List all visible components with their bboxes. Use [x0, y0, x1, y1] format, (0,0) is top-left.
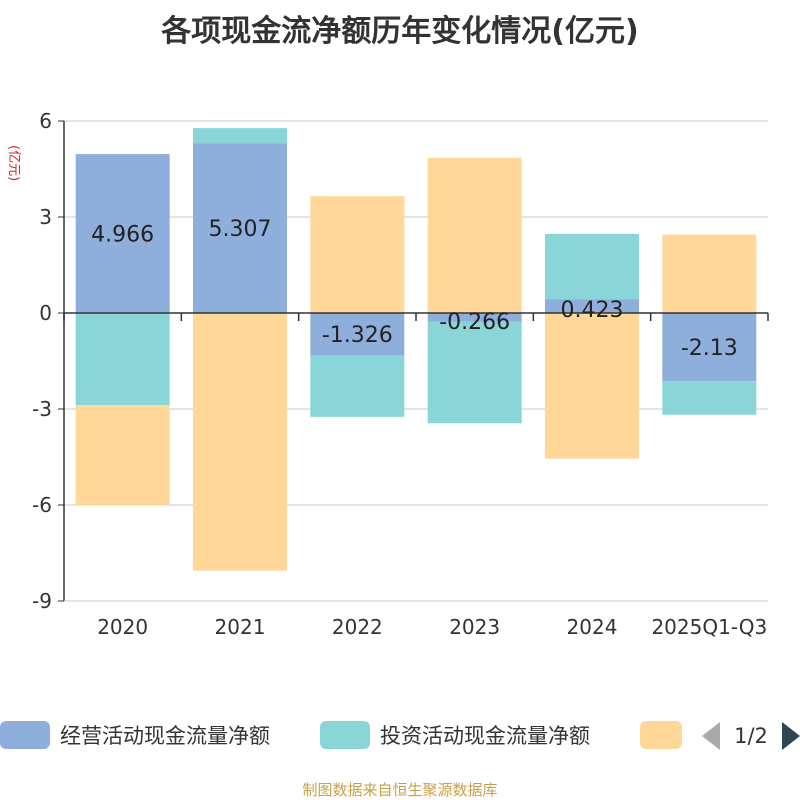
- bar-4-series-0: [545, 299, 639, 313]
- bar-3-series-1: [427, 321, 522, 424]
- y-tick-label: -6: [32, 493, 52, 517]
- bar-5-series-0: [662, 313, 757, 382]
- axes: 6 3 0 -3 -6 -9 (亿元) 2020 2021 2022 2023 2024 2025Q1-…: [6, 109, 769, 639]
- y-tick-label: 3: [39, 205, 52, 229]
- legend-next-page-icon: [782, 722, 800, 750]
- x-tick-label: 2020: [97, 615, 148, 639]
- grid-lines: [64, 120, 768, 602]
- x-tick-label: 2023: [449, 615, 500, 639]
- data-label: 5.307: [209, 217, 272, 242]
- bar-0-series-2: [75, 405, 170, 505]
- bar-4-series-1: [545, 233, 639, 300]
- legend-label-0: 经营活动现金流量净额: [60, 724, 270, 748]
- x-tick-label: 2022: [332, 615, 383, 639]
- bar-0-series-1: [75, 313, 170, 406]
- data-label: 0.423: [561, 298, 624, 323]
- bar-3-series-0: [427, 313, 522, 322]
- y-axis-unit: (亿元): [6, 145, 21, 181]
- bars: [75, 128, 757, 571]
- data-source-note: 制图数据来自恒生聚源数据库: [302, 781, 498, 799]
- y-tick-label: -9: [32, 589, 52, 613]
- y-tick-label: -3: [32, 397, 52, 421]
- bar-3-series-2: [427, 157, 522, 313]
- bar-5-series-1: [662, 381, 757, 415]
- legend-prev-page-icon: [702, 722, 720, 750]
- y-tick-label: 0: [39, 301, 52, 325]
- bar-1-series-2: [193, 313, 287, 571]
- x-tick-label: 2024: [567, 615, 618, 639]
- x-tick-label: 2021: [215, 615, 266, 639]
- bar-0-series-0: [75, 154, 170, 313]
- data-label: -1.326: [322, 323, 393, 348]
- legend-page-indicator: 1/2: [734, 724, 768, 748]
- bar-2-series-0: [310, 313, 405, 356]
- legend-swatch-0: [0, 721, 50, 749]
- data-label: -0.266: [439, 310, 510, 335]
- x-tick-label: 2025Q1-Q3: [651, 615, 767, 639]
- bar-1-series-1: [193, 128, 287, 144]
- data-label: 4.966: [91, 223, 154, 248]
- bar-1-series-0: [193, 143, 287, 313]
- bar-2-series-2: [310, 196, 405, 313]
- legend-label-1: 投资活动现金流量净额: [380, 724, 590, 748]
- y-tick-label: 6: [39, 109, 52, 133]
- legend: 经营活动现金流量净额 投资活动现金流量净额 1/2: [0, 721, 800, 750]
- data-label: -2.13: [681, 336, 738, 361]
- legend-swatch-2: [640, 721, 682, 749]
- data-labels: 4.966 5.307 -1.326 -0.266 0.423 -2.13: [91, 217, 738, 361]
- chart-title: 各项现金流净额历年变化情况(亿元): [161, 14, 639, 49]
- bar-5-series-2: [662, 234, 757, 313]
- legend-swatch-1: [320, 721, 370, 749]
- bar-4-series-2: [545, 313, 639, 459]
- bar-2-series-1: [310, 355, 405, 417]
